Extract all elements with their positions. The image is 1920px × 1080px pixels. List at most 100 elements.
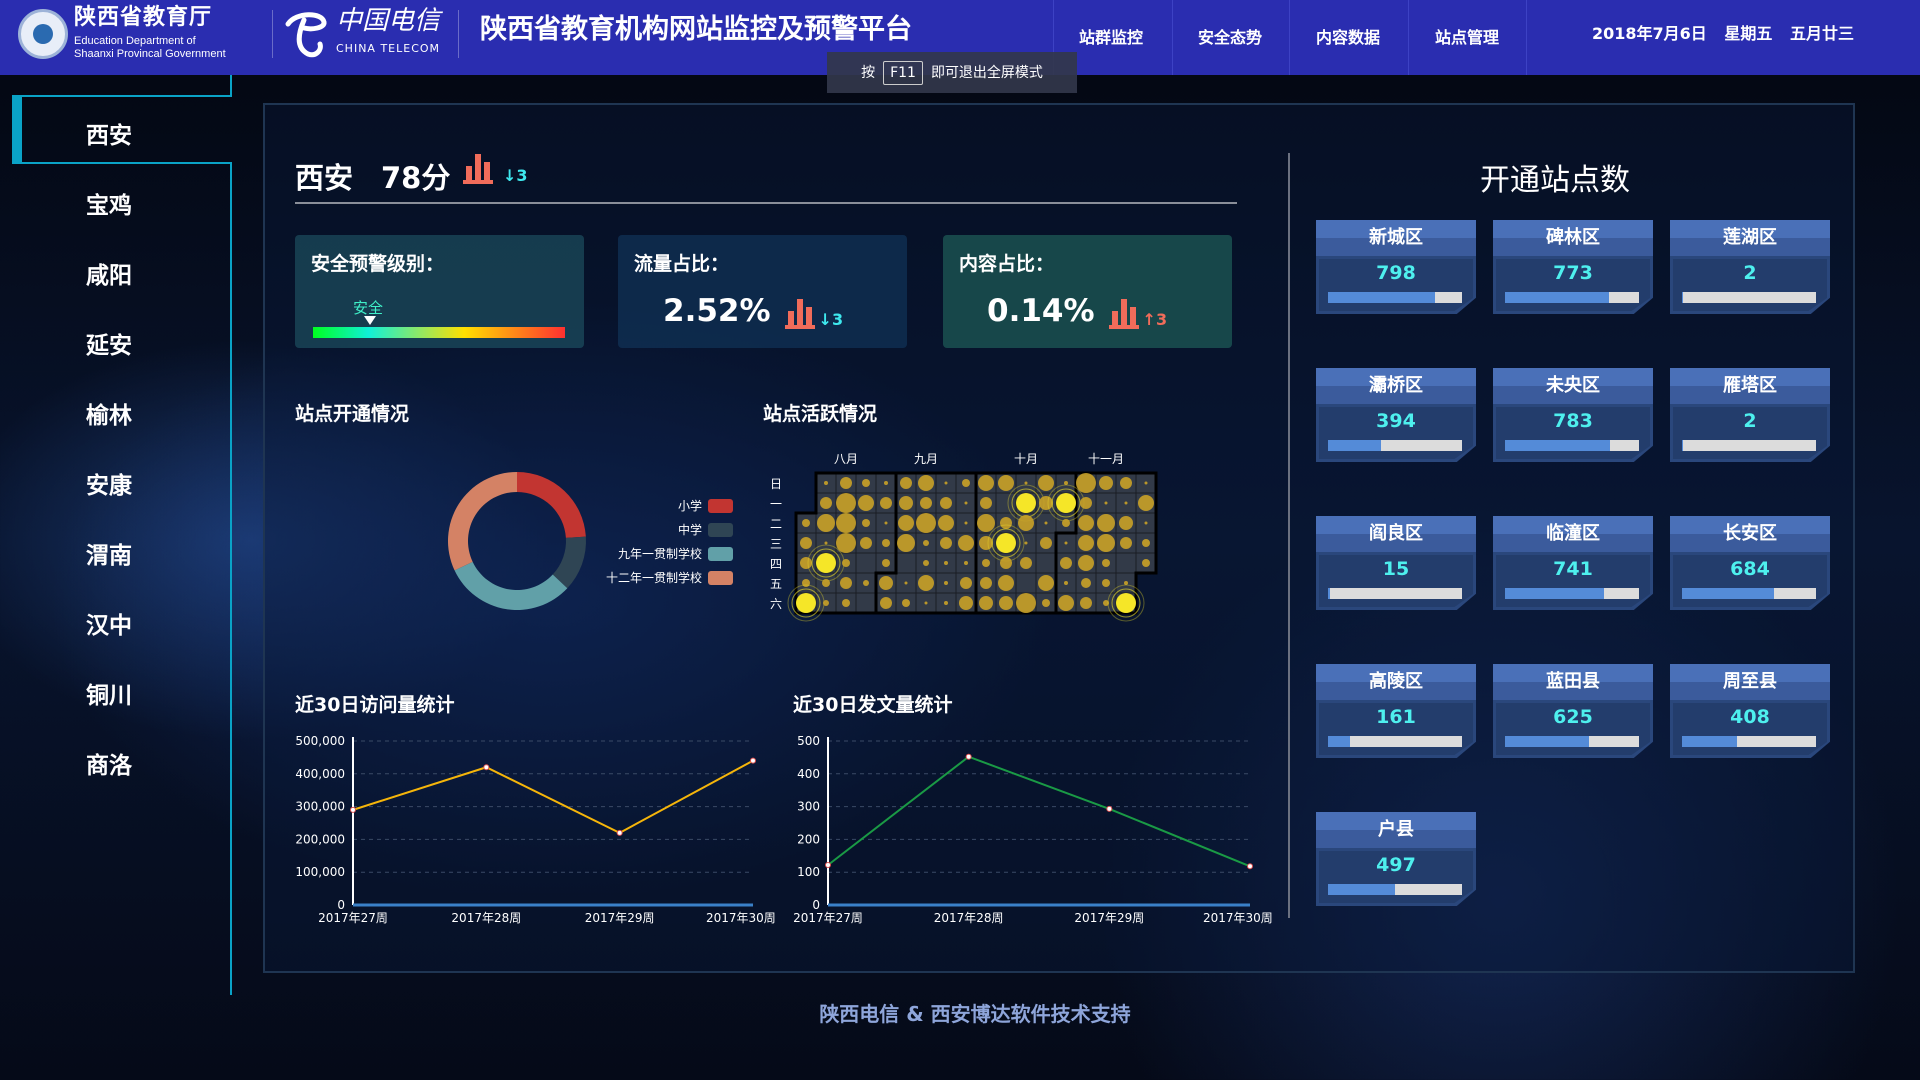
weekday-label: 二: [770, 517, 782, 531]
toast-suffix: 即可退出全屏模式: [930, 64, 1043, 81]
nav-content-data[interactable]: 内容数据: [1315, 28, 1381, 47]
district-progress-bar: [1505, 292, 1639, 303]
china-telecom-logo-icon: [285, 12, 327, 58]
nav-site-management[interactable]: 站点管理: [1434, 28, 1500, 47]
heatmap-point: [880, 597, 892, 609]
district-site-count: 161: [1376, 706, 1416, 728]
heatmap-point: [1078, 535, 1094, 551]
safety-level-value: 安全: [353, 299, 384, 317]
x-tick-label: 2017年29周: [585, 911, 655, 925]
district-card[interactable]: 碑林区 773: [1493, 220, 1653, 314]
heatmap-point: [882, 559, 890, 567]
heatmap-highlight-point: [796, 593, 816, 613]
right-panel-divider: [1288, 153, 1290, 918]
sidebar-item-city[interactable]: 延安: [86, 333, 132, 359]
district-card[interactable]: 长安区 684: [1670, 516, 1830, 610]
heatmap-point: [879, 576, 893, 590]
content-trend: ↑3: [1142, 310, 1168, 329]
district-progress-bar: [1505, 736, 1639, 747]
district-progress-bar: [1682, 736, 1816, 747]
heatmap-point: [978, 475, 994, 491]
safety-level-card: 安全预警级别： 安全: [295, 235, 584, 348]
heatmap-point: [899, 496, 913, 510]
heatmap-point: [1039, 496, 1053, 510]
district-card[interactable]: 蓝田县 625: [1493, 664, 1653, 758]
highlight-ring: [1107, 584, 1145, 622]
district-card[interactable]: 周至县 408: [1670, 664, 1830, 758]
y-tick-label: 500: [797, 734, 820, 748]
legend-label: 中学: [678, 522, 702, 537]
level-marker-icon: [364, 316, 376, 325]
legend-swatch: [708, 523, 733, 537]
data-point: [750, 757, 756, 764]
progress-fill: [1505, 588, 1605, 599]
district-card[interactable]: 临潼区 741: [1493, 516, 1653, 610]
heatmap-point: [1078, 555, 1094, 571]
heatmap-point: [964, 501, 968, 505]
org-name-en-line1: Education Department of: [74, 35, 196, 47]
district-card[interactable]: 阎良区 15: [1316, 516, 1476, 610]
heatmap-point: [824, 481, 828, 485]
sidebar-item-city[interactable]: 西安: [86, 123, 132, 149]
heatmap-point: [1104, 501, 1108, 505]
current-date: 2018年7月6日 星期五 五月廿三: [1592, 24, 1854, 43]
sidebar-item-city[interactable]: 铜川: [86, 683, 132, 709]
heatmap-point: [1064, 481, 1068, 485]
donut-slice: [454, 561, 568, 611]
weekday-label: 五: [770, 577, 782, 591]
sidebar-item-city[interactable]: 咸阳: [86, 263, 132, 289]
heatmap-point: [836, 493, 856, 513]
data-point: [350, 806, 356, 813]
heatmap-point: [1097, 514, 1115, 532]
sidebar-item-city[interactable]: 汉中: [86, 613, 132, 639]
district-card[interactable]: 未央区 783: [1493, 368, 1653, 462]
y-tick-label: 500,000: [295, 734, 345, 748]
heatmap-point: [979, 536, 993, 550]
district-name: 周至县: [1670, 664, 1830, 700]
y-tick-label: 100,000: [295, 865, 345, 879]
district-progress-bar: [1682, 440, 1816, 451]
district-progress-bar: [1682, 292, 1816, 303]
district-card[interactable]: 高陵区 161: [1316, 664, 1476, 758]
heatmap-point: [882, 539, 890, 547]
heatmap-point: [918, 475, 934, 491]
heatmap-point: [1119, 516, 1133, 530]
donut-slice: [447, 472, 517, 571]
telecom-name-en: CHINA TELECOM: [336, 42, 441, 55]
district-card[interactable]: 雁塔区 2: [1670, 368, 1830, 462]
month-label: 九月: [914, 452, 938, 466]
month-label: 八月: [834, 452, 858, 466]
heatmap-point: [858, 495, 874, 511]
progress-fill: [1682, 736, 1737, 747]
district-card[interactable]: 莲湖区 2: [1670, 220, 1830, 314]
heatmap-point: [900, 477, 912, 489]
legend-swatch: [708, 547, 733, 561]
app-title: 陕西省教育机构网站监控及预警平台: [480, 14, 912, 45]
heatmap-point: [800, 557, 812, 569]
heatmap-point: [836, 513, 856, 533]
heatmap-point: [1018, 515, 1034, 531]
progress-fill: [1328, 736, 1350, 747]
sidebar-item-city[interactable]: 安康: [86, 473, 132, 499]
nav-security-status[interactable]: 安全态势: [1197, 28, 1263, 47]
heatmap-point: [1000, 517, 1012, 529]
nav-site-group-monitor[interactable]: 站群监控: [1078, 28, 1144, 47]
fullscreen-toast: 按 F11 即可退出全屏模式: [827, 52, 1077, 93]
district-card[interactable]: 户县 497: [1316, 812, 1476, 906]
heatmap-point: [999, 596, 1013, 610]
district-card[interactable]: 灞桥区 394: [1316, 368, 1476, 462]
district-progress-bar: [1328, 884, 1462, 895]
nav-divider: [1289, 0, 1290, 75]
heatmap-point: [1024, 541, 1028, 545]
highlight-ring: [1111, 588, 1141, 618]
y-tick-label: 400,000: [295, 767, 345, 781]
sidebar-item-city[interactable]: 渭南: [86, 543, 132, 569]
heatmap-point: [1016, 593, 1036, 613]
district-card[interactable]: 新城区 798: [1316, 220, 1476, 314]
sidebar-item-city[interactable]: 商洛: [86, 753, 132, 779]
sidebar-item-city[interactable]: 榆林: [86, 403, 132, 429]
district-name: 户县: [1316, 812, 1476, 848]
score-bar-icon: [463, 152, 493, 184]
sidebar-item-city[interactable]: 宝鸡: [86, 193, 132, 219]
heatmap-point: [1020, 557, 1032, 569]
